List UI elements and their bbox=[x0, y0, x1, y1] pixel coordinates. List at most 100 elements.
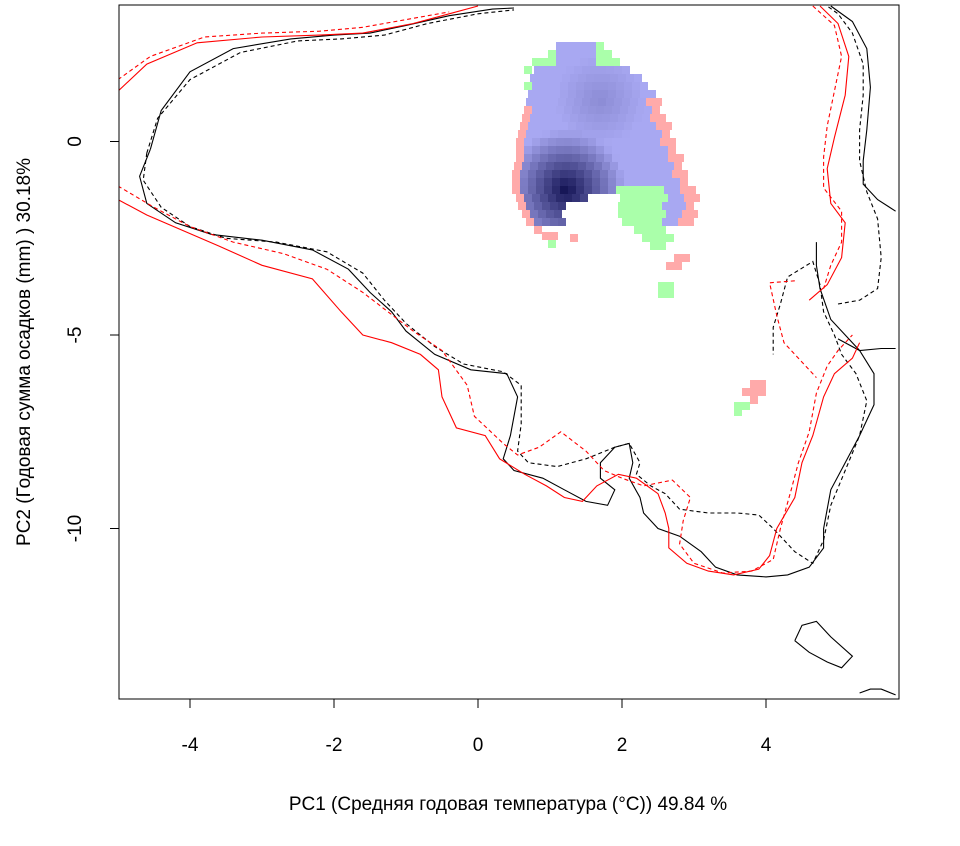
raster-cell bbox=[544, 82, 552, 90]
raster-cell bbox=[636, 194, 644, 202]
raster-cell bbox=[662, 218, 670, 226]
raster-cell bbox=[568, 122, 576, 130]
raster-cell bbox=[524, 66, 532, 74]
raster-cell bbox=[550, 130, 558, 138]
raster-cell bbox=[660, 194, 668, 202]
raster-cell bbox=[590, 66, 598, 74]
raster-cell bbox=[658, 226, 666, 234]
y-tick-label: -5 bbox=[65, 327, 86, 344]
plot-frame bbox=[118, 4, 900, 700]
raster-cell bbox=[614, 98, 622, 106]
raster-cell bbox=[628, 106, 636, 114]
raster-cell bbox=[584, 170, 592, 178]
raster-cell bbox=[554, 74, 562, 82]
raster-cell bbox=[656, 186, 664, 194]
raster-cell bbox=[584, 82, 592, 90]
raster-cell bbox=[658, 162, 666, 170]
raster-cell bbox=[734, 402, 742, 410]
raster-cell bbox=[532, 194, 540, 202]
raster-cell bbox=[530, 74, 538, 82]
raster-cell bbox=[604, 50, 612, 58]
raster-cell bbox=[622, 98, 630, 106]
raster-cell bbox=[564, 58, 572, 66]
raster-cell bbox=[584, 90, 592, 98]
raster-cell bbox=[538, 114, 546, 122]
raster-cell bbox=[556, 194, 564, 202]
raster-cell bbox=[636, 154, 644, 162]
raster-cell bbox=[612, 154, 620, 162]
raster-cell bbox=[654, 130, 662, 138]
raster-cell bbox=[572, 50, 580, 58]
raster-cell bbox=[568, 90, 576, 98]
raster-cell bbox=[588, 138, 596, 146]
raster-cell bbox=[560, 178, 568, 186]
raster-cell bbox=[692, 194, 700, 202]
raster-cell bbox=[550, 66, 558, 74]
raster-cell bbox=[574, 66, 582, 74]
raster-cell bbox=[656, 178, 664, 186]
raster-cell bbox=[528, 90, 536, 98]
raster-cell bbox=[620, 194, 628, 202]
raster-cell bbox=[550, 98, 558, 106]
raster-cell bbox=[686, 202, 694, 210]
raster-cell bbox=[520, 178, 528, 186]
raster-cell bbox=[566, 66, 574, 74]
raster-cell bbox=[664, 170, 672, 178]
raster-cell bbox=[676, 154, 684, 162]
raster-cell bbox=[600, 122, 608, 130]
raster-cell bbox=[602, 162, 610, 170]
raster-cell bbox=[534, 226, 542, 234]
y-axis: 0 -5 -10 bbox=[65, 136, 120, 542]
raster-cell bbox=[600, 82, 608, 90]
raster-cell bbox=[564, 50, 572, 58]
raster-cell bbox=[600, 186, 608, 194]
raster-cell bbox=[674, 162, 682, 170]
raster-cell bbox=[582, 130, 590, 138]
raster-cell bbox=[602, 74, 610, 82]
raster-cell bbox=[652, 154, 660, 162]
raster-cell bbox=[626, 162, 634, 170]
raster-cell bbox=[520, 186, 528, 194]
y-tick-label: -10 bbox=[65, 515, 86, 542]
raster-cell bbox=[524, 194, 532, 202]
raster-cell bbox=[690, 210, 698, 218]
raster-cell bbox=[664, 178, 672, 186]
raster-cell bbox=[610, 74, 618, 82]
raster-cell bbox=[546, 210, 554, 218]
raster-cell bbox=[564, 138, 572, 146]
raster-cell bbox=[682, 254, 690, 262]
raster-cell bbox=[562, 74, 570, 82]
raster-cell bbox=[570, 234, 578, 242]
raster-cell bbox=[610, 114, 618, 122]
raster-cell bbox=[544, 170, 552, 178]
raster-cell bbox=[526, 98, 534, 106]
raster-cell bbox=[604, 138, 612, 146]
raster-cell bbox=[556, 106, 564, 114]
raster-cell bbox=[578, 162, 586, 170]
raster-cell bbox=[542, 218, 550, 226]
raster-cell bbox=[540, 154, 548, 162]
raster-cell bbox=[598, 98, 606, 106]
x-axis-title: PC1 (Средняя годовая температура (°C)) 4… bbox=[289, 794, 727, 815]
raster-cell bbox=[674, 210, 682, 218]
raster-cell bbox=[562, 114, 570, 122]
red-dashed-contour bbox=[119, 185, 853, 574]
raster-cell bbox=[644, 194, 652, 202]
raster-cell bbox=[642, 210, 650, 218]
raster-cell bbox=[672, 170, 680, 178]
raster-cell bbox=[558, 202, 566, 210]
raster-cell bbox=[542, 232, 550, 240]
raster-cell bbox=[572, 154, 580, 162]
raster-cell bbox=[612, 138, 620, 146]
raster-cell bbox=[674, 254, 682, 262]
black-solid-contour bbox=[149, 7, 515, 150]
raster-cell bbox=[576, 186, 584, 194]
raster-cell bbox=[580, 50, 588, 58]
raster-cell bbox=[644, 146, 652, 154]
raster-cell bbox=[576, 90, 584, 98]
raster-cell bbox=[684, 194, 692, 202]
raster-cell bbox=[594, 74, 602, 82]
y-tick-label: 0 bbox=[65, 136, 86, 147]
raster-cell bbox=[636, 138, 644, 146]
